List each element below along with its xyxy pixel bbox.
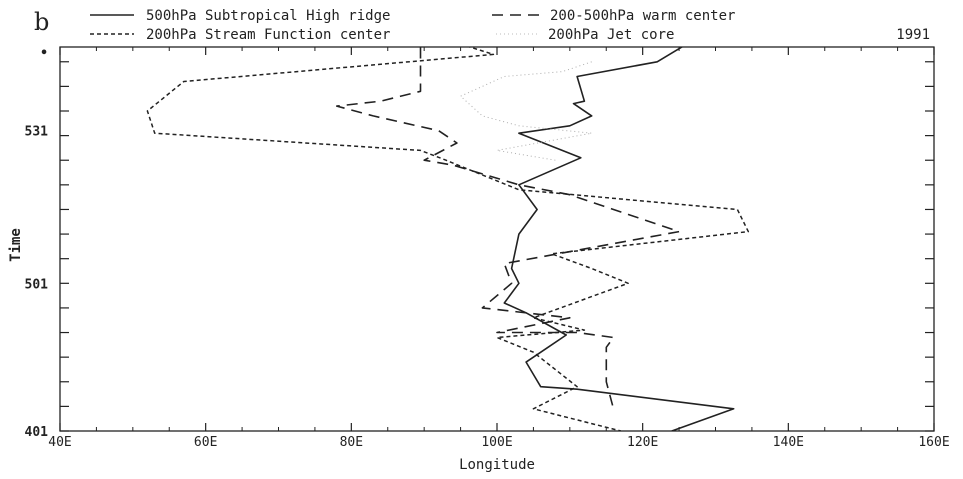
series-layer (146, 47, 750, 431)
x-tick-label: 160E (918, 435, 949, 450)
y-tick-label: 501 (25, 277, 49, 292)
plot-frame (59, 46, 935, 432)
x-axis-label: Longitude (459, 457, 535, 473)
legend-label-warm: 200-500hPa warm center (550, 8, 735, 24)
legend-label-ridge: 500hPa Subtropical High ridge (146, 8, 390, 24)
series-line-1 (335, 47, 680, 410)
series-line-0 (503, 47, 735, 431)
y-tick-label: 531 (25, 125, 49, 140)
series-line-2 (146, 47, 750, 431)
panel-label: b (34, 8, 49, 36)
y-axis-label: Time (8, 228, 24, 262)
x-tick-label: 120E (627, 435, 658, 450)
legend-label-jet: 200hPa Jet core (548, 27, 674, 43)
x-tick-label: 140E (773, 435, 804, 450)
x-tick-label: 100E (481, 435, 512, 450)
legend: 500hPa Subtropical High ridge 200-500hPa… (90, 8, 930, 43)
series-line-3 (460, 61, 593, 161)
legend-label-stream: 200hPa Stream Function center (146, 27, 390, 43)
y-axis: 401 501 531 • (25, 46, 934, 440)
x-tick-label: 60E (194, 435, 217, 450)
x-axis: 40E 60E 80E 100E 120E 140E 160E (48, 47, 950, 450)
x-tick-label: 80E (340, 435, 363, 450)
y-tick-label: • (40, 46, 48, 61)
y-tick-label: 401 (25, 425, 49, 440)
x-tick-label: 40E (48, 435, 71, 450)
year-label: 1991 (896, 27, 930, 43)
